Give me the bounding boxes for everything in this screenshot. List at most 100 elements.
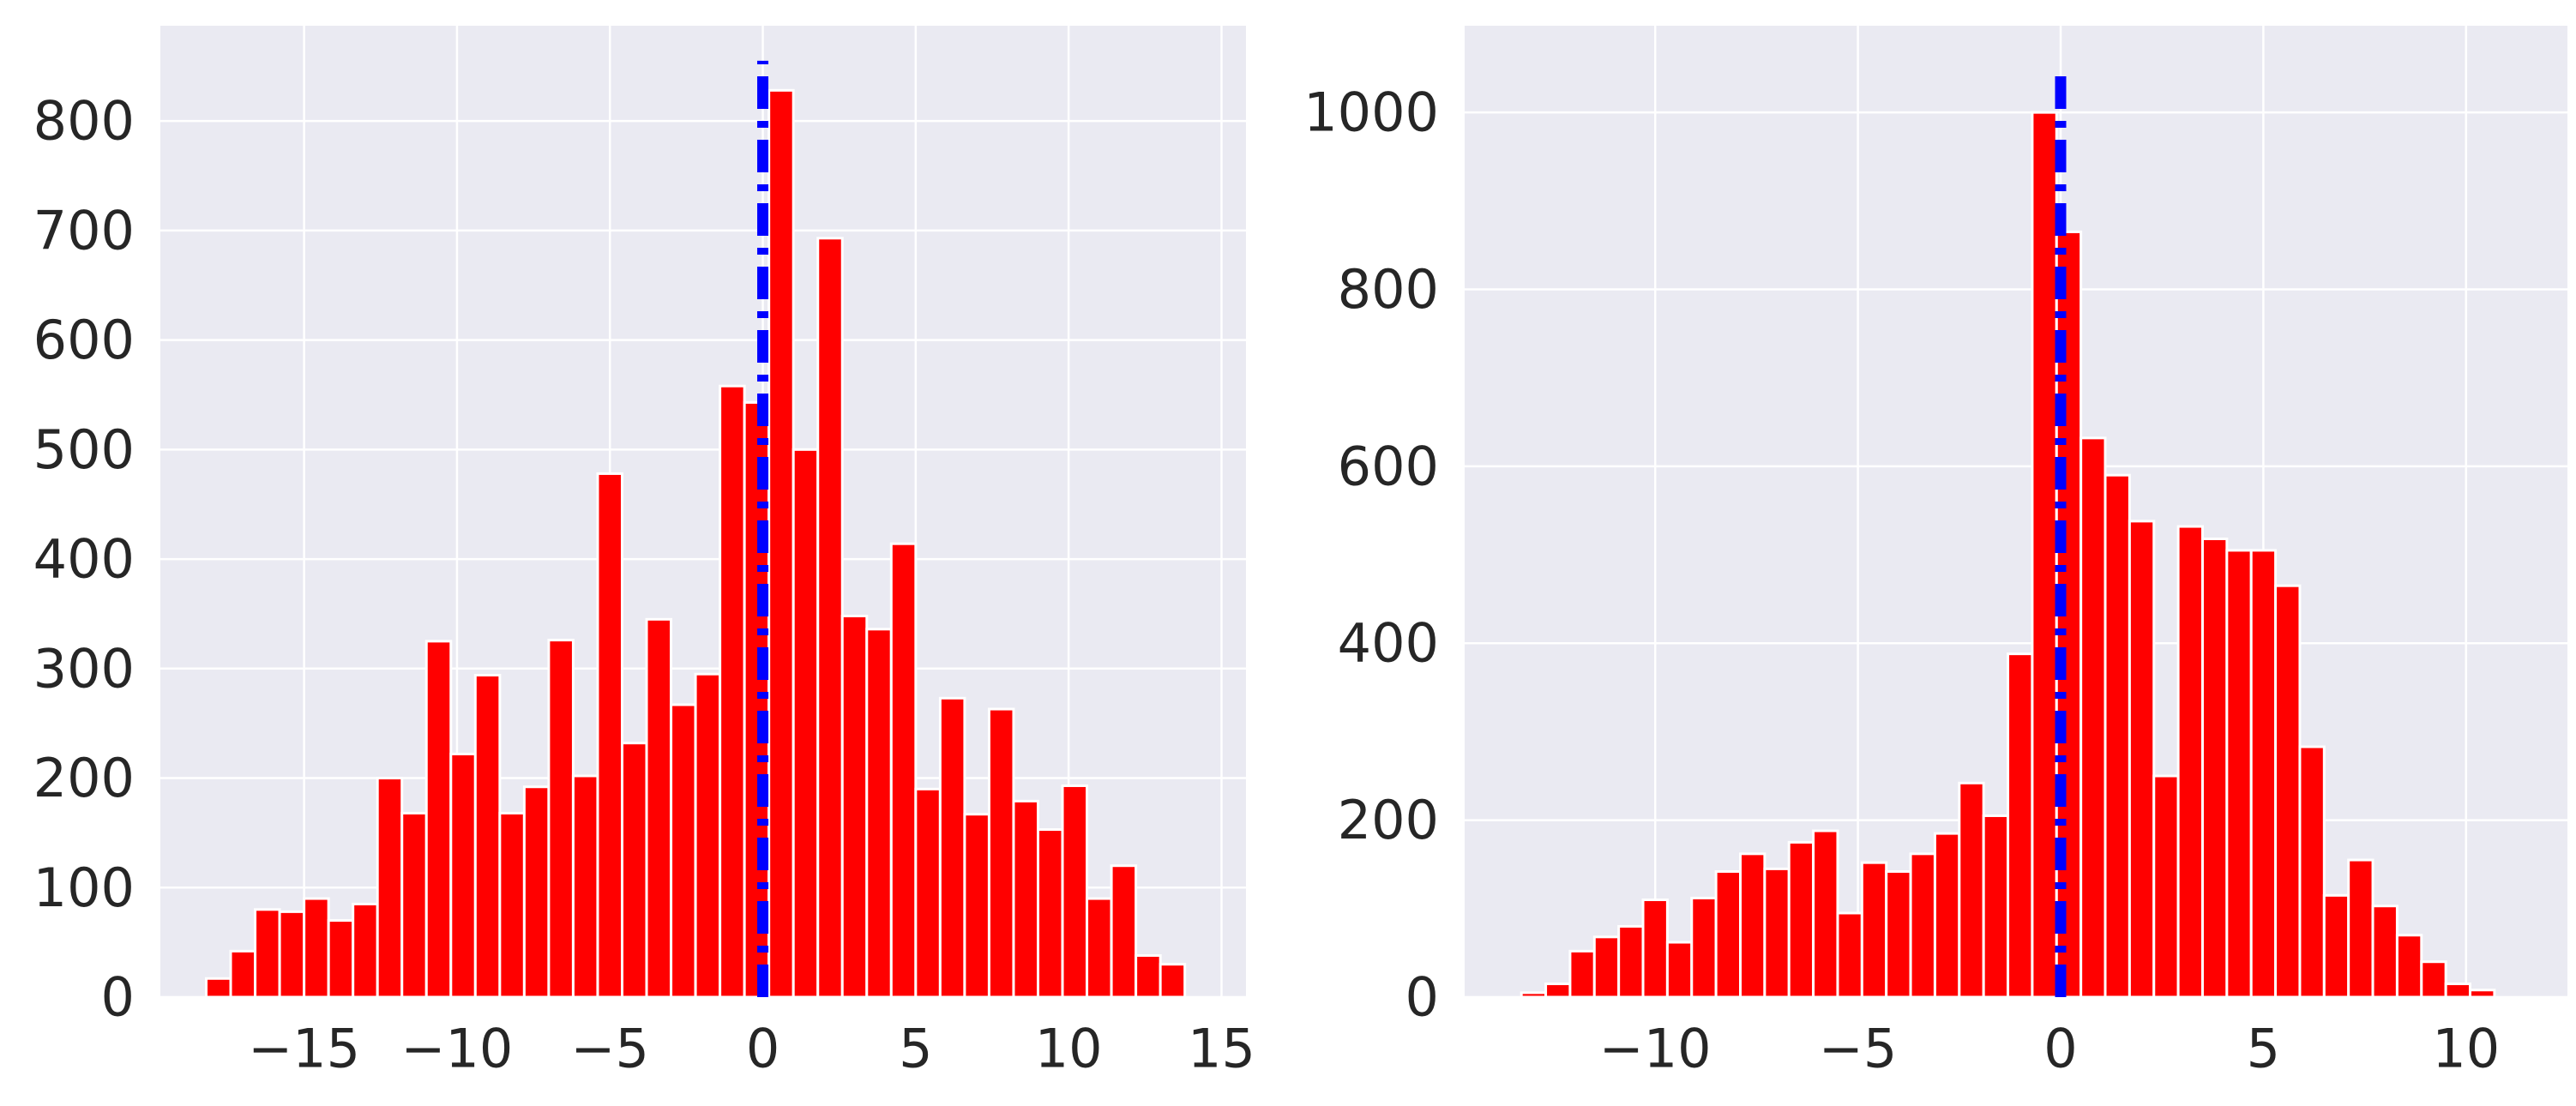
- histogram-bar: [865, 628, 893, 999]
- histogram-bar: [1885, 869, 1912, 999]
- histogram-bar: [2298, 745, 2326, 999]
- y-tick-label: 800: [1338, 258, 1439, 321]
- histogram-bar: [2347, 858, 2374, 999]
- y-tick-label: 600: [33, 309, 135, 371]
- histogram-bar: [2274, 584, 2302, 999]
- y-tick-label: 400: [1338, 612, 1439, 675]
- histogram-bar: [889, 542, 918, 999]
- histogram-bar: [254, 908, 281, 999]
- histogram-bar: [1836, 911, 1863, 999]
- histogram-bar: [449, 752, 477, 999]
- x-tick-label: −5: [571, 1018, 649, 1080]
- histogram-bar: [1568, 949, 1596, 999]
- histogram-bar: [1036, 828, 1064, 999]
- histogram-bar: [1665, 941, 1694, 999]
- y-tick-label: 1000: [1303, 81, 1439, 144]
- histogram-bar: [2322, 893, 2350, 999]
- histogram-bar: [278, 910, 306, 999]
- histogram-bar: [1714, 869, 1742, 999]
- histogram-bar: [1763, 867, 1791, 999]
- histogram-bar: [2031, 111, 2058, 999]
- histogram-bar: [229, 949, 257, 999]
- histogram-bar: [473, 673, 502, 999]
- histogram-bar: [1690, 896, 1718, 999]
- histogram-bar: [400, 811, 428, 999]
- y-tick-label: 600: [1338, 435, 1439, 497]
- histogram-bar: [547, 639, 575, 999]
- histogram-bar: [1812, 829, 1839, 999]
- histogram-bar: [498, 811, 526, 999]
- histogram-bar: [204, 977, 232, 999]
- histogram-bar: [1909, 852, 1936, 999]
- histogram-bar: [596, 472, 623, 999]
- histogram-bar: [1135, 953, 1162, 999]
- histogram-bar: [645, 617, 673, 999]
- histogram-bar: [1641, 898, 1669, 999]
- histogram-bar: [987, 707, 1015, 999]
- histogram-bar: [2395, 934, 2423, 999]
- histogram-bar: [424, 640, 453, 999]
- x-tick-label: 10: [2432, 1018, 2500, 1080]
- x-tick-label: −10: [1599, 1018, 1712, 1080]
- histogram-left: 0 100 200 300 400 500 600 700 800 −15 −10 −5 0 5 10 15: [33, 26, 1255, 1080]
- histogram-bar: [1520, 991, 1548, 999]
- histogram-bar: [2200, 537, 2229, 999]
- histogram-bar: [1617, 924, 1645, 999]
- histogram-bar: [2420, 960, 2447, 999]
- y-tick-label: 200: [33, 747, 135, 809]
- histogram-bar: [791, 448, 820, 999]
- x-tick-label: 10: [1035, 1018, 1103, 1080]
- x-tick-label: 0: [2043, 1018, 2077, 1080]
- histogram-bar: [670, 703, 697, 999]
- histogram-bar: [694, 672, 722, 999]
- histogram-bar: [303, 897, 330, 999]
- histogram-bar: [1592, 935, 1621, 999]
- y-tick-label: 100: [33, 857, 135, 919]
- histogram-bar: [914, 787, 942, 999]
- histogram-bar: [719, 384, 746, 999]
- x-tick-label: −10: [400, 1018, 513, 1080]
- y-tick-label: 500: [33, 418, 135, 481]
- histogram-bar: [327, 919, 355, 999]
- y-tick-label: 200: [1338, 789, 1439, 851]
- histogram-bar: [2225, 549, 2253, 999]
- x-tick-label: −15: [248, 1018, 360, 1080]
- x-tick-label: 5: [899, 1018, 932, 1080]
- histogram-bar: [2152, 774, 2180, 999]
- y-tick-label: 300: [33, 637, 135, 700]
- y-tick-label: 400: [33, 528, 135, 591]
- histogram-bar: [1982, 814, 2010, 999]
- histogram-bar: [1012, 799, 1039, 999]
- histogram-bar: [1933, 832, 1961, 999]
- histogram-bar: [352, 902, 379, 999]
- x-tick-label: 0: [746, 1018, 779, 1080]
- histogram-bar: [2007, 652, 2034, 999]
- y-tick-label: 0: [1405, 966, 1439, 1029]
- histogram-right: 0 200 400 600 800 1000 −10 −5 0 5 10: [1303, 26, 2567, 1080]
- histogram-bar: [1061, 784, 1089, 999]
- histogram-bar: [1544, 983, 1572, 999]
- histogram-bar: [1958, 781, 1985, 999]
- histogram-bar: [376, 777, 404, 999]
- histogram-bar: [767, 88, 795, 999]
- histogram-bar: [522, 785, 551, 999]
- histogram-bar: [1739, 852, 1766, 999]
- histogram-bar: [816, 237, 844, 999]
- histogram-bar: [2128, 520, 2156, 999]
- histogram-bar: [1787, 840, 1815, 999]
- histogram-bar: [840, 614, 869, 999]
- y-tick-label: 800: [33, 90, 135, 153]
- histogram-bar: [2249, 549, 2278, 999]
- histogram-bar: [2469, 989, 2496, 999]
- x-tick-label: 5: [2247, 1018, 2280, 1080]
- histogram-bar: [571, 774, 599, 999]
- histogram-bar: [1086, 897, 1113, 999]
- y-tick-label: 0: [101, 966, 135, 1029]
- histogram-bar: [938, 696, 966, 999]
- histogram-bar: [963, 813, 990, 999]
- histogram-bar: [2444, 983, 2472, 999]
- histogram-bar: [2079, 436, 2107, 999]
- histogram-bar: [2104, 473, 2131, 999]
- y-tick-label: 700: [33, 199, 135, 261]
